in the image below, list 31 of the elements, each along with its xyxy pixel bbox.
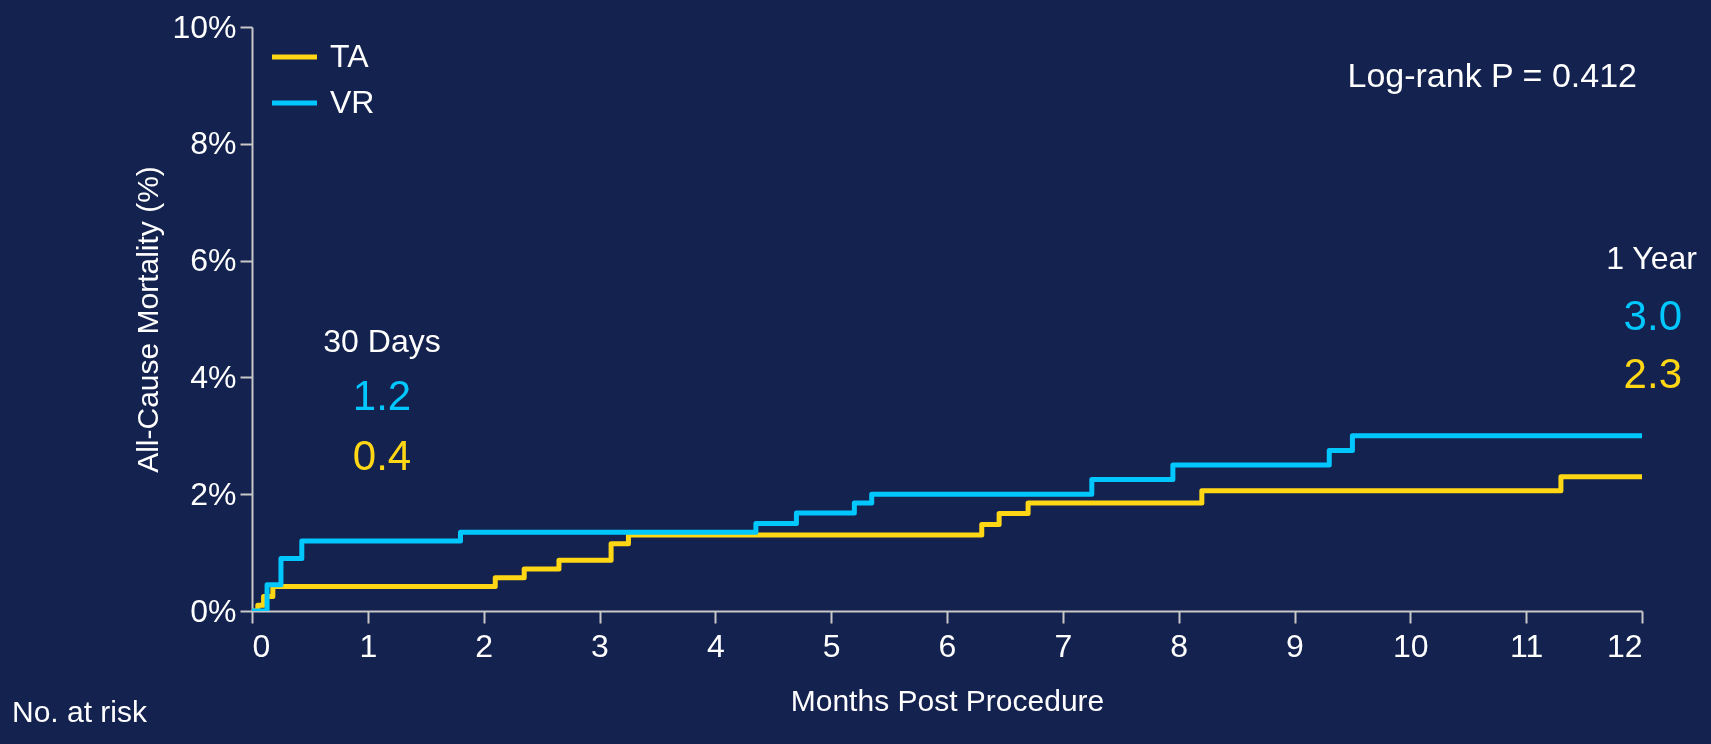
annotation: Log-rank P = 0.412 [1347,56,1637,94]
annotation: 3.0 [1623,292,1682,339]
x-tick-label: 2 [475,627,494,664]
x-axis-title: Months Post Procedure [790,683,1105,717]
y-tick-label: 0% [190,592,237,629]
x-tick-label: 5 [822,627,841,664]
y-tick-label: 2% [190,475,237,512]
x-tick-label: 3 [591,627,609,664]
y-axis-title: All-Cause Mortality (%) [131,166,165,473]
y-tick-label: 6% [190,242,237,279]
legend-label: TA [330,38,370,74]
text: No. at risk [12,695,149,728]
x-tick-label: 12 [1606,627,1643,664]
x-tick-label: 4 [706,627,725,664]
x-tick-label: 11 [1510,627,1544,664]
x-tick-label: 8 [1170,627,1189,664]
x-tick-label: 10 [1393,627,1429,664]
annotation: 30 Days [323,323,441,359]
annotation: 1 Year [1606,240,1698,276]
x-tick-label: 9 [1286,627,1304,664]
x-tick-label: 7 [1054,627,1073,664]
legend-label: VR [330,84,375,120]
y-tick-label: 10% [172,8,237,45]
annotation: 1.2 [352,372,412,419]
x-tick-label: 1 [359,627,378,664]
annotation: 2.3 [1623,350,1682,397]
annotation: 0.4 [352,432,412,479]
y-tick-label: 4% [190,358,237,395]
x-tick-label: 6 [938,627,957,664]
x-tick-label: 0 [252,627,271,664]
y-tick-label: 8% [190,125,237,162]
